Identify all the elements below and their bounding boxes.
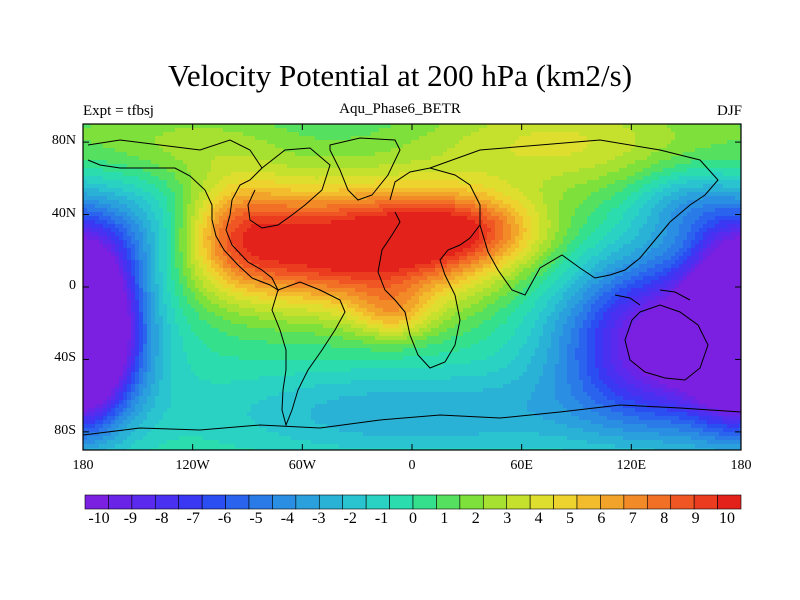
colorbar-label: 3	[503, 510, 512, 527]
colorbar-swatch	[295, 494, 320, 510]
colorbar-swatch	[389, 494, 414, 510]
colorbar-label: -3	[312, 510, 326, 527]
colorbar-swatch	[623, 494, 648, 510]
longitude-label: 180	[72, 458, 94, 473]
colorbar-swatch	[693, 494, 718, 510]
colorbar-swatch	[154, 494, 180, 510]
colorbar-swatch	[201, 494, 226, 510]
longitude-label: 60E	[510, 458, 533, 473]
colorbar-swatch	[365, 494, 390, 510]
colorbar-label: -6	[217, 510, 232, 527]
longitude-label: 120W	[175, 458, 210, 473]
colorbar-swatch	[600, 494, 625, 510]
colorbar-swatch	[670, 494, 695, 510]
longitude-label: 60W	[288, 458, 316, 473]
longitude-label: 180	[730, 458, 752, 473]
colorbar-swatch	[506, 494, 531, 510]
colorbar-label: 7	[628, 510, 637, 527]
experiment-label: Expt = tfbsj	[83, 103, 154, 119]
colorbar-label: -5	[249, 510, 263, 527]
season-label: DJF	[716, 103, 742, 119]
colorbar-swatch	[84, 494, 109, 510]
latitude-label: 80N	[51, 133, 76, 149]
colorbar-label: 0	[409, 510, 417, 527]
run-name-label: Aqu_Phase6_BETR	[339, 101, 461, 117]
colorbar-swatch	[553, 494, 578, 510]
map-title: Velocity Potential at 200 hPa (km2/s)	[167, 58, 633, 93]
colorbar-label: -4	[280, 510, 295, 527]
colorbar-label: 4	[534, 510, 543, 527]
colorbar-label: -10	[88, 510, 110, 527]
colorbar-label: -8	[155, 510, 169, 527]
colorbar-swatch	[272, 494, 297, 510]
colorbar-label: 10	[719, 510, 735, 527]
colorbar-swatch	[412, 494, 437, 510]
colorbar-swatch	[178, 494, 203, 510]
colorbar-swatch	[576, 494, 601, 510]
latitude-label: 0	[69, 278, 76, 293]
colorbar-label: 2	[471, 510, 480, 527]
colorbar-label: 1	[440, 510, 449, 527]
colorbar-label: 6	[597, 510, 606, 527]
velocity-potential-field	[83, 124, 741, 450]
longitude-label: 0	[408, 458, 416, 473]
colorbar-label: 8	[660, 510, 669, 527]
colorbar-swatch	[646, 494, 672, 510]
latitude-label: 40S	[54, 350, 76, 366]
colorbar-swatch	[131, 494, 156, 510]
colorbar-swatch	[248, 494, 273, 510]
coastlines	[83, 137, 741, 436]
colorbar-label: -2	[343, 510, 357, 527]
colorbar-swatch	[436, 494, 461, 510]
colorbar	[84, 494, 742, 510]
longitude-label: 120E	[616, 458, 647, 473]
colorbar-swatch	[225, 494, 250, 510]
colorbar-swatch	[108, 494, 133, 510]
colorbar-swatch	[459, 494, 484, 510]
colorbar-label: 5	[566, 510, 574, 527]
latitude-label: 40N	[51, 205, 76, 221]
colorbar-swatch	[529, 494, 554, 510]
latitude-label: 80S	[54, 422, 76, 438]
colorbar-label: -9	[123, 510, 138, 527]
colorbar-label: -7	[186, 510, 200, 527]
colorbar-label: 9	[691, 510, 700, 527]
axis-ticks	[82, 124, 742, 450]
colorbar-swatch	[482, 494, 508, 510]
colorbar-swatch	[717, 494, 742, 510]
colorbar-swatch	[342, 494, 367, 510]
colorbar-swatch	[318, 494, 344, 510]
colorbar-label: -1	[374, 510, 389, 527]
